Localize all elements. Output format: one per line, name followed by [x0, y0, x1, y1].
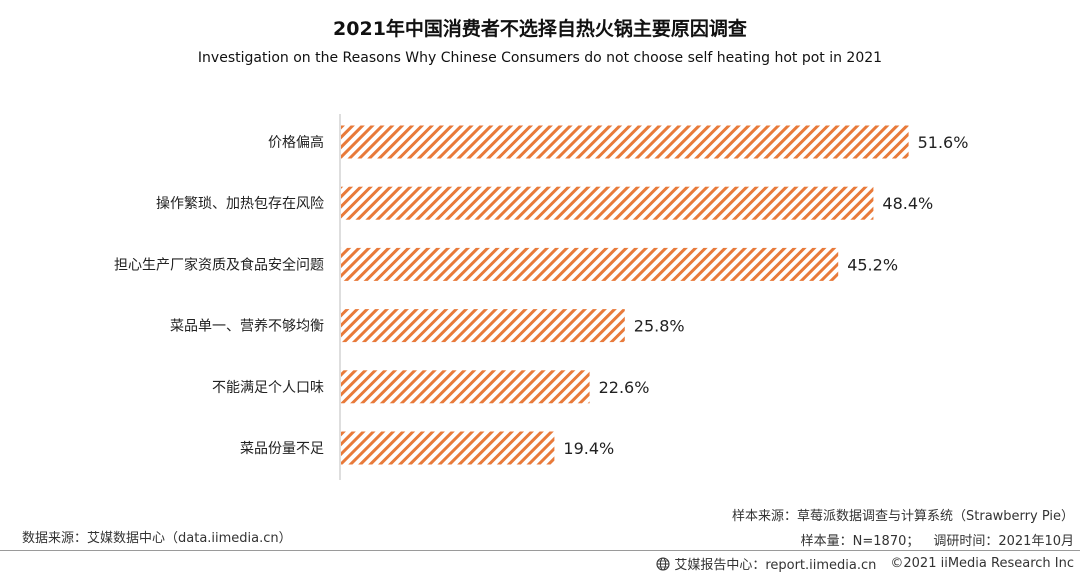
globe-icon: [656, 556, 670, 571]
value-label: 48.4%: [882, 194, 933, 213]
value-label: 25.8%: [634, 317, 685, 336]
sample-info: 样本量：N=1870； 调研时间：2021年10月: [801, 530, 1074, 549]
bar: [341, 125, 909, 159]
footer-divider: [0, 550, 1080, 551]
category-label: 菜品份量不足: [240, 441, 324, 457]
chart-subtitle: Investigation on the Reasons Why Chinese…: [197, 50, 883, 66]
bar: [341, 247, 839, 281]
brand-footer: 艾媒报告中心：report.iimedia.cn ©2021 iiMedia Re…: [656, 554, 1074, 573]
sample-source-text: 样本来源：草莓派数据调查与计算系统（Strawberry Pie）: [732, 509, 1074, 524]
survey-time-text: 调研时间：2021年10月: [933, 534, 1074, 549]
bar-chart: 价格偏高 51.6% 操作繁琐、加热包存在风险 48.4% 担心生产厂家资质及食品安全问…: [114, 114, 969, 480]
category-label: 担心生产厂家资质及食品安全问题: [114, 256, 324, 273]
category-label: 菜品单一、营养不够均衡: [170, 319, 324, 335]
bar: [341, 370, 590, 404]
category-label: 操作繁琐、加热包存在风险: [156, 195, 324, 212]
chart-title: 2021年中国消费者不选择自热火锅主要原因调查: [333, 18, 747, 40]
value-label: 19.4%: [563, 439, 614, 458]
value-label: 45.2%: [847, 255, 898, 274]
value-label: 51.6%: [918, 133, 969, 152]
value-label: 22.6%: [599, 378, 650, 397]
copyright-text: ©2021 iiMedia Research Inc: [890, 556, 1074, 571]
bar: [341, 309, 625, 343]
report-center-text: 艾媒报告中心：report.iimedia.cn: [674, 558, 877, 573]
sample-size-text: 样本量：N=1870；: [800, 534, 920, 549]
category-label: 价格偏高: [268, 134, 324, 151]
bar: [341, 431, 555, 465]
category-label: 不能满足个人口味: [212, 380, 324, 396]
bar: [341, 186, 874, 220]
data-source-text: 数据来源：艾媒数据中心（data.iimedia.cn）: [22, 531, 292, 546]
